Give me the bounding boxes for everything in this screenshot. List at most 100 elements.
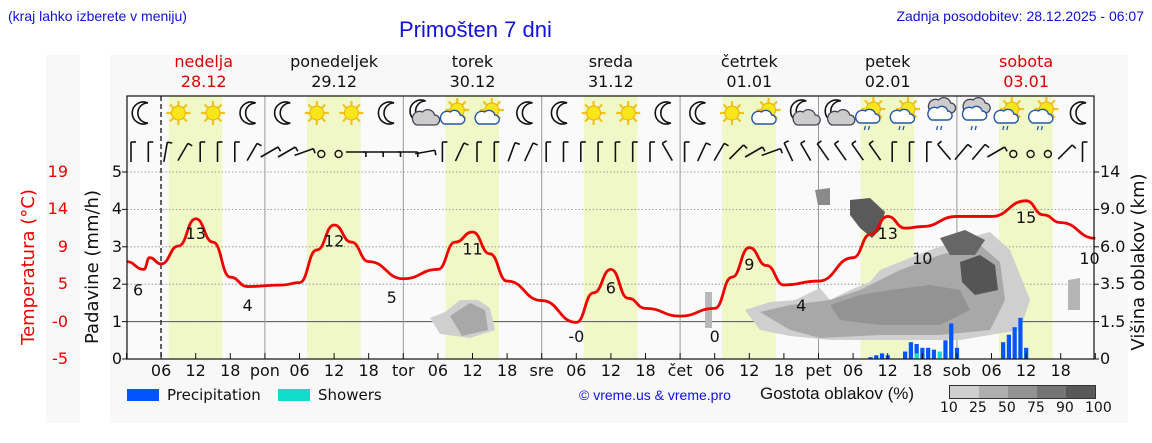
showers-swatch [278, 389, 310, 401]
temp-label: 10 [912, 249, 932, 268]
x-tick: 18 [773, 361, 795, 380]
temp-label: 0 [710, 327, 720, 346]
x-tick: 12 [739, 361, 760, 380]
day-date: 31.12 [587, 72, 634, 91]
x-tick: sob [942, 361, 972, 380]
cloud-tick: 0 [1100, 349, 1111, 368]
day-date: 28.12 [180, 72, 227, 91]
temp-tick: 19 [47, 162, 68, 181]
location-hint[interactable]: (kraj lahko izberete v meniju) [8, 8, 187, 24]
temp-axis-panel [46, 55, 80, 423]
day-name: sreda [588, 52, 634, 71]
temp-label: 11 [462, 239, 482, 258]
temp-label: 13 [878, 224, 898, 243]
temp-label: 4 [243, 296, 253, 315]
x-tick: 06 [150, 361, 172, 380]
x-tick: 18 [358, 361, 379, 380]
scale-label: 75 [1027, 400, 1045, 416]
scale-label: 50 [998, 400, 1016, 416]
x-tick: 18 [220, 361, 241, 380]
day-name: petek [864, 52, 911, 71]
temp-tick: 14 [47, 199, 68, 219]
cloud-tick: 14 [1100, 162, 1121, 181]
x-tick: 12 [877, 361, 898, 380]
day-header-1: ponedeljek 29.12 [274, 52, 394, 92]
temp-label: -0 [568, 327, 584, 346]
x-tick: 06 [704, 361, 725, 380]
x-tick: 06 [842, 361, 864, 380]
x-tick: 12 [1015, 361, 1037, 380]
temp-label: 13 [186, 224, 206, 243]
temp-label: 10 [1079, 249, 1099, 268]
x-tick: tor [391, 361, 415, 380]
x-tick: 12 [185, 361, 206, 380]
sun-icon [303, 99, 330, 127]
day-date: 02.01 [864, 72, 911, 91]
cloud-tick: 9.0 [1100, 199, 1126, 219]
x-tick: 12 [600, 361, 622, 380]
temp-tick: -5 [52, 349, 68, 368]
temp-tick: 5 [57, 274, 68, 294]
x-tick: 06 [981, 361, 1002, 380]
showers-legend-label: Showers [318, 386, 382, 404]
x-tick: sre [529, 361, 554, 380]
day-date: 29.12 [311, 72, 357, 91]
scale-label: 10 [940, 400, 958, 416]
temp-label: 6 [133, 280, 143, 299]
day-header-5: petek 02.01 [828, 52, 948, 92]
x-tick: 06 [427, 361, 449, 380]
temp-tick: -0 [52, 311, 68, 331]
day-header-3: sreda 31.12 [551, 52, 671, 92]
precip-tick: 2 [111, 274, 122, 294]
sun-icon [165, 99, 192, 127]
sun-icon [199, 99, 227, 127]
x-tick: 06 [566, 361, 587, 380]
cloud-tick: 1.5 [1100, 311, 1126, 331]
x-tick: 18 [1050, 361, 1071, 380]
day-header-4: četrtek 01.01 [689, 52, 809, 92]
scale-label: 100 [1085, 400, 1112, 416]
sun-icon [718, 99, 746, 127]
day-date: 30.12 [449, 72, 496, 91]
x-tick: 06 [289, 361, 310, 380]
cloud-density-scale [949, 385, 1096, 399]
x-tick: pet [805, 361, 832, 380]
x-tick: pon [249, 361, 280, 380]
x-tick: 12 [323, 361, 345, 380]
day-name: četrtek [720, 52, 778, 71]
last-update: Zadnja posodobitev: 28.12.2025 - 06:07 [896, 8, 1144, 24]
sun-icon [338, 99, 365, 127]
temp-label: 12 [324, 232, 344, 251]
day-header-6: sobota 03.01 [966, 52, 1086, 92]
precip-tick: 4 [111, 199, 122, 219]
temperature-line [126, 199, 1096, 324]
cloud-tick: 6.0 [1100, 236, 1126, 256]
temp-label: 15 [1016, 208, 1036, 227]
copyright-link[interactable]: © vreme.us & vreme.pro [579, 387, 731, 403]
day-date: 01.01 [726, 72, 773, 91]
precip-tick: 3 [111, 236, 122, 256]
day-header-2: torek 30.12 [413, 52, 533, 92]
x-tick: čet [667, 361, 693, 380]
precipitation-swatch [127, 389, 159, 401]
temp-label: 4 [796, 296, 806, 315]
temp-label: 6 [606, 278, 616, 297]
sun-icon [580, 99, 607, 127]
precip-tick: 5 [111, 162, 122, 181]
precip-tick: 1 [111, 311, 122, 331]
scale-label: 90 [1056, 400, 1074, 416]
day-header-0: nedelja 28.12 [144, 52, 264, 92]
temp-tick: 9 [57, 236, 68, 256]
page-title: Primošten 7 dni [399, 17, 552, 42]
cloud-density-scale-labels: 10 25 50 75 90 100 [940, 400, 1112, 418]
precip-tick: 0 [111, 349, 122, 368]
cloud-density-label: Gostota oblakov (%) [760, 384, 915, 403]
scale-label: 25 [969, 400, 987, 416]
x-tick: 12 [462, 361, 483, 380]
x-tick: 18 [635, 361, 656, 380]
temp-label: 5 [387, 288, 397, 307]
day-name: ponedeljek [290, 52, 379, 71]
x-tick: 18 [496, 361, 518, 380]
precipitation-legend-label: Precipitation [167, 386, 261, 404]
